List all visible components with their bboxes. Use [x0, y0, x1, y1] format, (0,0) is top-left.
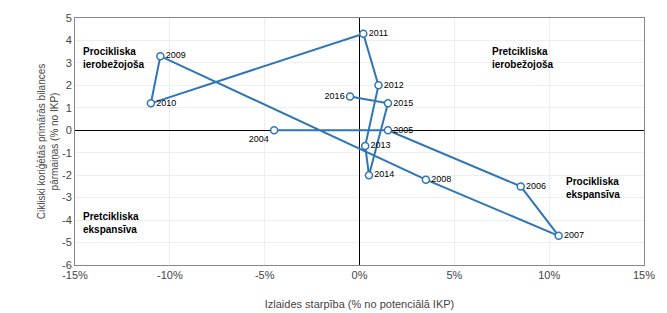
svg-text:2004: 2004 — [249, 134, 269, 144]
svg-text:Cikliski koriģētās primārās bi: Cikliski koriģētās primārās bilancespārm… — [35, 64, 60, 220]
svg-text:-6: -6 — [62, 259, 72, 271]
svg-text:0: 0 — [66, 124, 72, 136]
svg-text:2012: 2012 — [384, 80, 404, 90]
svg-text:10%: 10% — [538, 269, 560, 281]
svg-text:2010: 2010 — [156, 98, 176, 108]
svg-text:-2: -2 — [62, 169, 72, 181]
svg-text:-4: -4 — [62, 214, 72, 226]
svg-text:Pretcikliskaekspansīva: Pretcikliskaekspansīva — [83, 211, 139, 235]
svg-text:2014: 2014 — [374, 169, 394, 179]
svg-text:-1: -1 — [62, 147, 72, 159]
svg-text:Izlaides starpība (% no potenc: Izlaides starpība (% no potenciālā IKP) — [265, 298, 455, 310]
svg-text:3: 3 — [66, 57, 72, 69]
svg-text:Procikliskaekspansīva: Procikliskaekspansīva — [566, 176, 620, 200]
svg-text:2009: 2009 — [166, 50, 186, 60]
svg-text:2008: 2008 — [431, 174, 451, 184]
svg-text:15%: 15% — [633, 269, 655, 281]
svg-text:-10%: -10% — [157, 269, 183, 281]
svg-text:1: 1 — [66, 102, 72, 114]
svg-text:-5%: -5% — [255, 269, 275, 281]
svg-text:0%: 0% — [352, 269, 368, 281]
svg-text:5%: 5% — [446, 269, 462, 281]
svg-text:2: 2 — [66, 79, 72, 91]
svg-text:-3: -3 — [62, 191, 72, 203]
svg-text:2006: 2006 — [526, 181, 546, 191]
svg-text:2013: 2013 — [371, 140, 391, 150]
svg-text:2011: 2011 — [369, 28, 388, 38]
svg-text:Pretcikliskaierobežojoša: Pretcikliskaierobežojoša — [492, 46, 554, 70]
svg-text:-5: -5 — [62, 236, 72, 248]
svg-text:-15%: -15% — [62, 269, 88, 281]
svg-text:Procikliskaierobežojoša: Procikliskaierobežojoša — [83, 46, 145, 70]
svg-text:4: 4 — [66, 34, 72, 46]
svg-text:2016: 2016 — [325, 91, 345, 101]
svg-text:2007: 2007 — [564, 230, 584, 240]
svg-text:5: 5 — [66, 12, 72, 24]
svg-text:2005: 2005 — [393, 125, 413, 135]
svg-text:2015: 2015 — [393, 98, 413, 108]
